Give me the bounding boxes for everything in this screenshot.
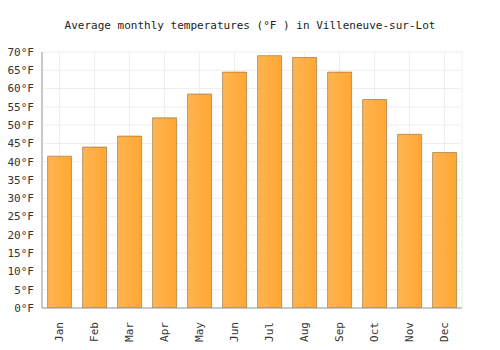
html-text:Average monthly temperatures (: Average monthly temperatures (°F ) in Vi…: [64, 19, 436, 32]
svg-text:Jul: Jul: [263, 322, 276, 342]
svg-text:0°F: 0°F: [14, 302, 34, 315]
svg-text:Feb: Feb: [88, 322, 101, 342]
svg-text:Sep: Sep: [333, 322, 346, 342]
svg-text:45°F: 45°F: [8, 137, 34, 150]
svg-text:20°F: 20°F: [8, 229, 34, 242]
svg-text:Jan: Jan: [53, 322, 66, 342]
svg-text:55°F: 55°F: [8, 101, 34, 114]
svg-text:May: May: [193, 322, 206, 342]
svg-text:35°F: 35°F: [8, 174, 34, 187]
svg-text:70°F: 70°F: [8, 46, 34, 59]
svg-text:50°F: 50°F: [8, 119, 34, 132]
svg-text:Apr: Apr: [158, 322, 171, 342]
svg-text:60°F: 60°F: [8, 82, 34, 95]
svg-text:Jun: Jun: [228, 322, 241, 342]
svg-text:10°F: 10°F: [8, 265, 34, 278]
svg-text:Nov: Nov: [403, 322, 416, 342]
svg-text:5°F: 5°F: [14, 284, 34, 297]
svg-text:25°F: 25°F: [8, 210, 34, 223]
svg-text:30°F: 30°F: [8, 192, 34, 205]
svg-text:Oct: Oct: [368, 322, 381, 342]
svg-text:15°F: 15°F: [8, 247, 34, 260]
svg-text:40°F: 40°F: [8, 156, 34, 169]
svg-text:65°F: 65°F: [8, 64, 34, 77]
svg-text:Dec: Dec: [438, 322, 451, 342]
svg-text:Aug: Aug: [298, 322, 311, 342]
svg-text:Mar: Mar: [123, 322, 136, 342]
